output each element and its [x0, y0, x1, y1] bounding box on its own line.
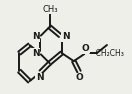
Text: O: O — [82, 44, 90, 53]
Text: N: N — [32, 32, 39, 41]
Text: —CH₂CH₃: —CH₂CH₃ — [88, 49, 124, 58]
Text: N: N — [32, 49, 39, 58]
Text: CH₃: CH₃ — [43, 5, 58, 14]
Text: N: N — [62, 32, 69, 41]
Text: N: N — [36, 73, 43, 82]
Text: O: O — [76, 73, 84, 82]
